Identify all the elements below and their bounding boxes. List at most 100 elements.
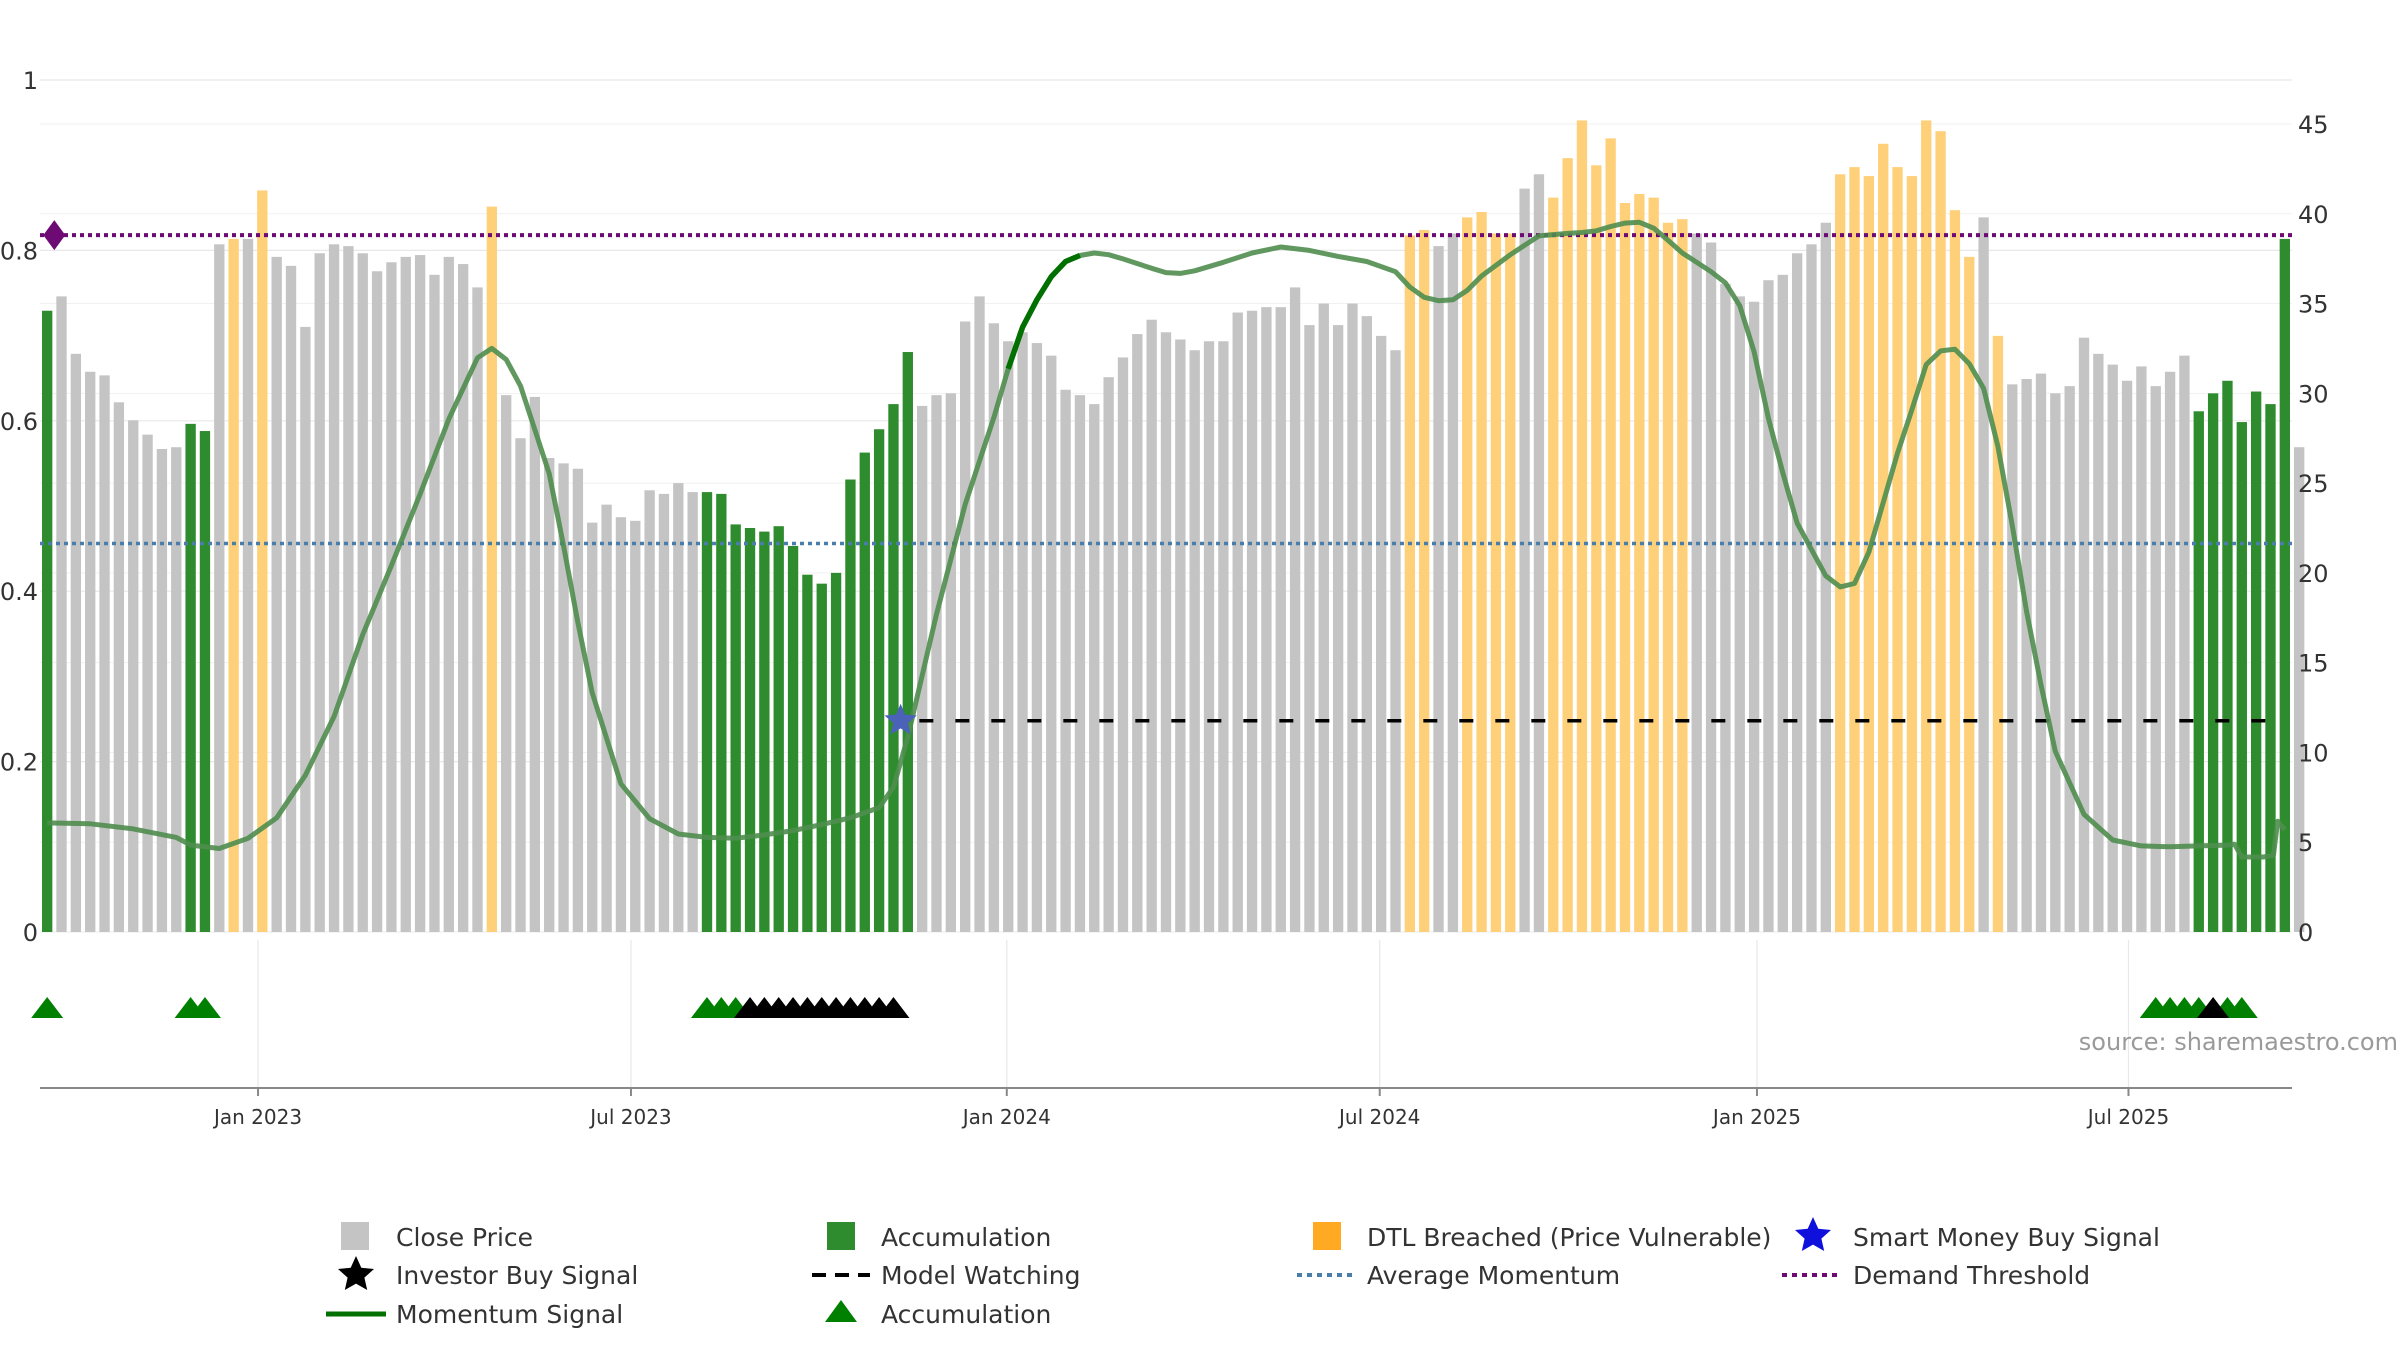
legend-smart-money-icon — [1795, 1217, 1831, 1251]
close-price-bar — [1189, 350, 1200, 932]
close-price-bar — [2035, 373, 2047, 932]
close-price-bar — [1218, 341, 1229, 932]
close-price-bar — [1734, 296, 1745, 933]
close-price-bar — [974, 296, 985, 933]
close-price-bar — [128, 420, 139, 932]
accumulation-bar — [816, 583, 827, 932]
legend-accumulation-bar-swatch — [827, 1222, 855, 1250]
accumulation-bar — [730, 524, 741, 932]
accumulation-bar — [859, 452, 870, 932]
close-price-bar — [156, 448, 168, 932]
accumulation-triangle — [2225, 997, 2258, 1018]
close-price-bar — [314, 253, 325, 932]
dtl-breached-bar — [1562, 158, 1573, 933]
close-price-bar — [1777, 274, 1788, 932]
dtl-breached-bar — [1548, 197, 1559, 932]
close-price-bar — [529, 396, 541, 932]
accumulation-bar — [42, 310, 53, 932]
accumulation-bar — [787, 545, 799, 932]
close-price-bar — [457, 264, 469, 932]
dtl-breached-bar — [1878, 143, 1889, 933]
legend-accumulation-triangle-icon — [825, 1300, 857, 1322]
close-price-bar — [960, 321, 971, 932]
right-axis-tick-label: 10 — [2298, 739, 2329, 767]
accumulation-bar — [744, 528, 756, 932]
accumulation-bar — [2279, 238, 2290, 933]
close-price-bar — [2294, 447, 2305, 932]
dtl-breached-bar — [1576, 120, 1588, 933]
accumulation-triangle — [188, 997, 221, 1018]
left-axis-tick-label: 0.6 — [0, 408, 38, 436]
dtl-breached-bar — [1619, 203, 1631, 932]
legend-smart-money-label: Smart Money Buy Signal — [1853, 1223, 2160, 1252]
close-price-bar — [142, 434, 153, 932]
accumulation-bar — [830, 572, 842, 932]
x-axis-tick-label: Jan 2023 — [212, 1105, 302, 1129]
close-price-bar — [2021, 378, 2032, 933]
legend-investor-buy-label: Investor Buy Signal — [396, 1261, 638, 1290]
close-price-bar — [1806, 244, 1817, 932]
close-price-bar — [343, 246, 354, 932]
close-price-bar — [544, 457, 555, 932]
accumulation-bar — [888, 404, 899, 932]
close-price-bar — [1447, 233, 1459, 933]
legend: Close Price Investor Buy Signal Momentum… — [326, 1217, 2160, 1329]
legend-accumulation-bar-label: Accumulation — [881, 1223, 1051, 1252]
close-price-bar — [1175, 339, 1186, 932]
dtl-breached-bar — [1921, 120, 1932, 933]
dtl-breached-bar — [1662, 222, 1674, 932]
close-price-bar — [2050, 393, 2061, 932]
close-price-bar — [1318, 303, 1329, 932]
momentum-signal — [47, 219, 2287, 860]
close-price-bar — [1533, 174, 1545, 932]
dtl-breached-bar — [1648, 197, 1659, 932]
left-axis-tick-label: 0.4 — [0, 578, 38, 606]
legend-close-price-label: Close Price — [396, 1223, 533, 1252]
close-price-bar — [501, 395, 512, 932]
dtl-breached-bar — [486, 206, 497, 932]
legend-investor-buy-icon — [338, 1256, 374, 1290]
dtl-breached-bar — [1935, 131, 1946, 932]
close-price-bar — [658, 493, 670, 932]
close-price-bar — [328, 244, 340, 932]
close-price-bar — [242, 238, 254, 933]
close-price-bar — [1160, 332, 1172, 933]
smart-money-buy-star — [884, 703, 917, 735]
right-axis-tick-label: 45 — [2298, 111, 2329, 139]
close-price-bar — [615, 517, 627, 932]
right-axis-tick-label: 0 — [2298, 919, 2313, 947]
close-price-bar — [2136, 366, 2147, 932]
accumulation-bar — [802, 574, 813, 932]
close-price-bar — [472, 287, 483, 932]
close-price-bar — [2179, 355, 2190, 932]
dtl-breached-bar — [1419, 229, 1430, 933]
close-price-bar — [99, 375, 110, 932]
close-price-bar — [1146, 319, 1157, 932]
close-price-bar — [515, 438, 526, 932]
close-price-bar — [2121, 380, 2133, 933]
legend-dtl-label: DTL Breached (Price Vulnerable) — [1367, 1223, 1771, 1252]
close-price-bar — [1390, 350, 1401, 932]
left-axis-tick-label: 0.2 — [0, 749, 38, 777]
close-price-bar — [1519, 188, 1530, 932]
close-price-bar — [988, 323, 1000, 933]
close-price-bar — [1691, 233, 1702, 933]
right-axis-tick-label: 25 — [2298, 470, 2329, 498]
dtl-breached-bar — [1591, 165, 1602, 932]
left-axis-tick-label: 0 — [23, 919, 38, 947]
price-bars — [42, 120, 2305, 933]
close-price-bar — [1347, 303, 1358, 932]
close-price-bar — [271, 256, 282, 933]
demand-threshold-marker — [43, 220, 66, 251]
close-price-bar — [1375, 335, 1387, 932]
close-price-bar — [601, 504, 612, 932]
close-price-bar — [300, 326, 311, 932]
right-axis-tick-label: 15 — [2298, 650, 2329, 678]
close-price-bar — [70, 353, 82, 932]
close-price-bar — [2093, 353, 2104, 932]
dtl-breached-bar — [1404, 235, 1416, 932]
close-price-bar — [400, 256, 411, 933]
close-price-bar — [2078, 337, 2090, 932]
x-axis-tick-label: Jan 2025 — [1711, 1105, 1801, 1129]
dtl-breached-bar — [1677, 219, 1688, 933]
